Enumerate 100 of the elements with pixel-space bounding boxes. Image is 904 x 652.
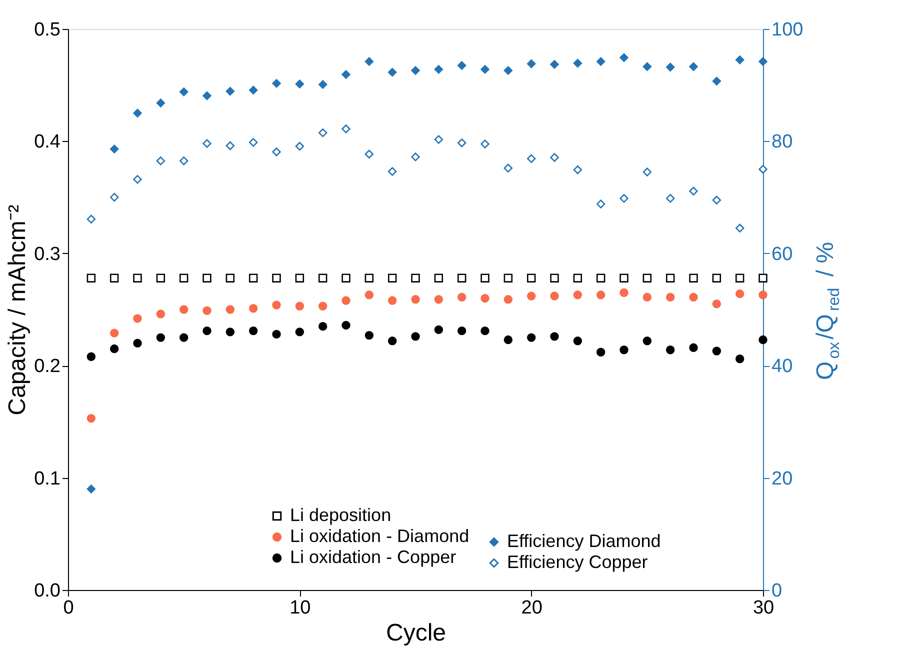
point	[620, 194, 628, 203]
point	[689, 62, 698, 71]
point	[86, 274, 96, 282]
point	[504, 295, 513, 304]
y2-tick-label: 60	[772, 244, 793, 265]
point	[110, 344, 119, 354]
point	[712, 76, 722, 86]
point	[318, 322, 328, 331]
point	[388, 68, 397, 77]
point	[689, 274, 698, 282]
x-axis-title: Cycle	[386, 620, 446, 646]
legend-label: Li oxidation - Diamond	[290, 526, 470, 546]
point	[156, 310, 166, 318]
y2-tick-label: 20	[772, 468, 793, 490]
point	[86, 352, 96, 361]
point	[596, 274, 606, 282]
point	[248, 274, 258, 282]
point	[272, 274, 281, 282]
point	[735, 55, 744, 64]
point	[388, 336, 397, 346]
point	[202, 91, 212, 100]
point	[434, 325, 444, 334]
point	[318, 302, 328, 310]
x-tick-label: 0	[63, 598, 74, 618]
point	[712, 300, 722, 308]
point	[758, 274, 768, 282]
point	[550, 292, 559, 300]
point	[86, 414, 96, 423]
y2-tick-label: 40	[772, 356, 793, 378]
point	[573, 336, 582, 346]
point	[364, 274, 374, 282]
point	[526, 59, 536, 68]
point	[504, 164, 513, 172]
point	[342, 70, 350, 79]
point	[388, 296, 397, 305]
point	[179, 305, 188, 314]
point	[133, 108, 142, 118]
point	[248, 86, 258, 95]
point	[295, 142, 304, 151]
point	[504, 274, 513, 282]
legend-label: Li deposition	[290, 505, 392, 525]
point	[642, 336, 652, 346]
point	[457, 274, 466, 282]
point	[179, 333, 188, 342]
point	[550, 60, 559, 69]
point	[86, 214, 96, 224]
point	[735, 274, 744, 282]
y-tick-label: 0.1	[34, 468, 60, 490]
point	[110, 328, 119, 338]
point	[550, 332, 559, 341]
point	[480, 140, 490, 148]
point	[342, 320, 350, 330]
point	[411, 332, 420, 341]
x-tick-label: 20	[521, 598, 542, 618]
point	[295, 302, 304, 310]
point	[758, 290, 768, 300]
point	[156, 274, 166, 282]
y2-tick-label: 0	[772, 580, 782, 602]
point	[758, 164, 768, 174]
point	[504, 335, 513, 344]
y-tick-label: 0.0	[34, 580, 60, 602]
point	[758, 335, 768, 344]
point	[457, 292, 466, 302]
point	[295, 80, 304, 88]
point	[226, 86, 235, 96]
point	[202, 306, 212, 315]
point	[318, 80, 328, 89]
point	[620, 346, 628, 354]
point	[504, 66, 513, 75]
point	[86, 484, 96, 494]
y2-tick-label: 100	[772, 20, 804, 40]
point	[457, 326, 466, 336]
legend-label: Efficiency Diamond	[507, 531, 661, 551]
point	[272, 330, 281, 339]
point	[550, 274, 559, 282]
point	[758, 57, 768, 66]
point	[110, 274, 119, 282]
point	[620, 53, 628, 62]
point	[411, 66, 420, 75]
point	[573, 58, 582, 68]
point	[411, 274, 420, 282]
point	[480, 294, 490, 303]
point	[156, 333, 166, 342]
point	[388, 167, 397, 176]
point	[666, 62, 675, 72]
point	[318, 128, 328, 138]
point	[596, 348, 606, 356]
point	[226, 274, 235, 282]
point	[573, 165, 582, 174]
legend-label: Li oxidation - Copper	[290, 547, 456, 567]
point	[596, 57, 606, 66]
point	[226, 141, 235, 150]
point	[179, 274, 188, 282]
point	[573, 274, 582, 282]
point	[689, 292, 698, 302]
x-tick-label: 10	[290, 598, 311, 618]
point	[295, 328, 304, 336]
point	[248, 304, 258, 313]
point	[364, 330, 374, 340]
point	[364, 290, 374, 300]
